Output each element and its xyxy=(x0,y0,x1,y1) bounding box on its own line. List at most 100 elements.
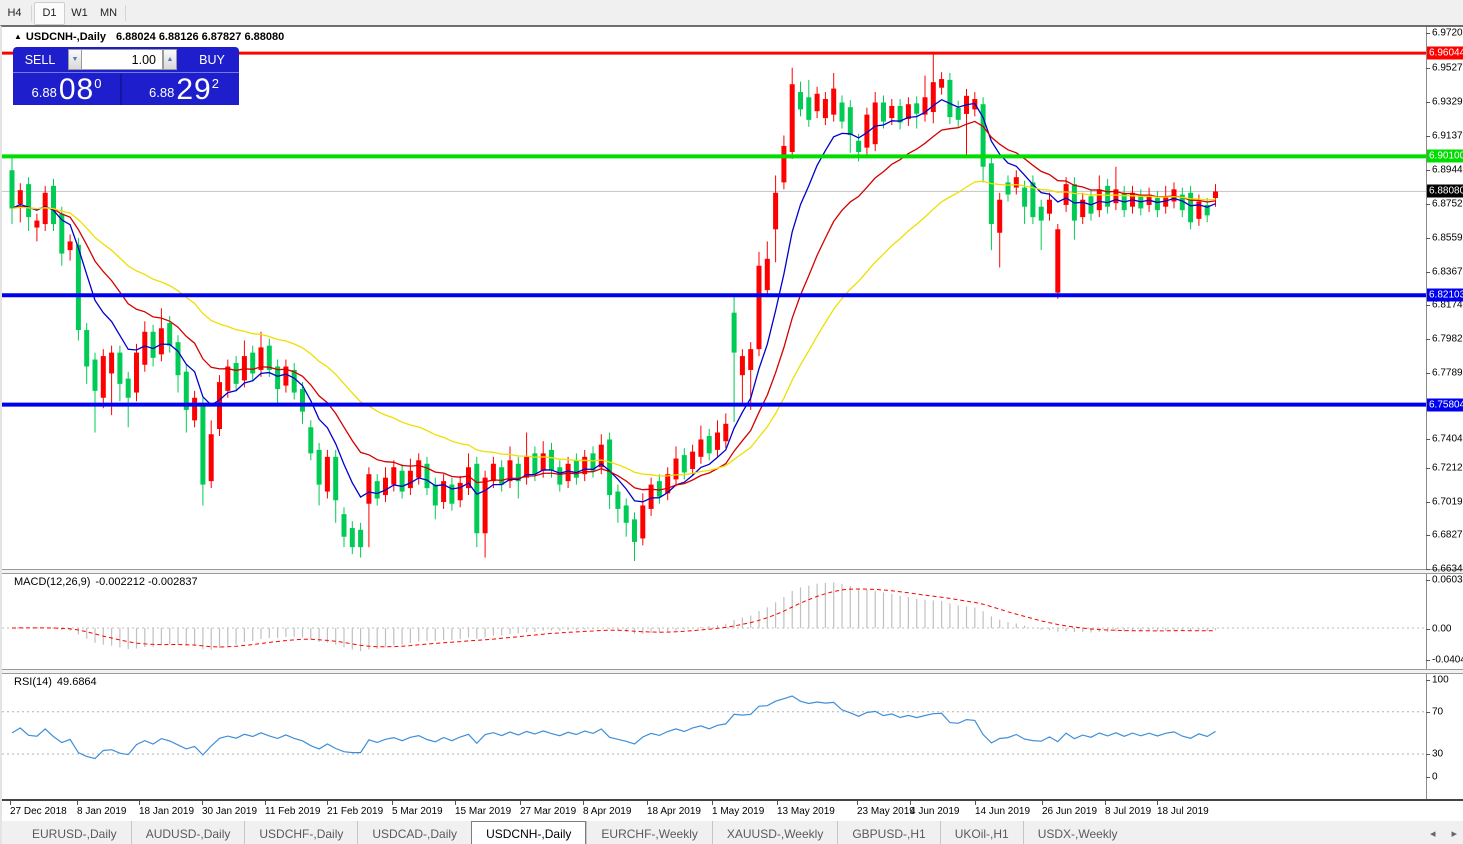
rsi-name: RSI(14) xyxy=(14,676,52,688)
price-tick-label: 6.87520 xyxy=(1432,198,1463,210)
price-tick xyxy=(1426,204,1430,205)
symbol-name: USDCNH-,Daily xyxy=(25,31,106,43)
date-tick xyxy=(910,801,911,805)
date-tick-label: 27 Mar 2019 xyxy=(520,806,577,817)
one-click-trading-widget: SELL ▼ ▲ BUY 6.88 08 0 6.88 29 2 xyxy=(13,47,239,105)
price-tick xyxy=(1426,102,1430,103)
price-tick xyxy=(1426,468,1430,469)
chart-window: ▲ USDCNH-,Daily 6.88024 6.88126 6.87827 6.… xyxy=(0,25,1463,844)
rsi-tick-label: 30 xyxy=(1432,748,1444,760)
date-tick xyxy=(583,801,584,805)
rsi-pane-canvas[interactable] xyxy=(2,674,1426,799)
volume-input[interactable] xyxy=(81,49,163,70)
date-tick xyxy=(712,801,713,805)
buy-price-pip: 2 xyxy=(211,76,219,91)
level-price-badge: 6.96044 xyxy=(1427,46,1463,60)
date-tick xyxy=(265,801,266,805)
chart-tab-eurchf-weekly[interactable]: EURCHF-,Weekly xyxy=(586,821,711,844)
date-tick xyxy=(975,801,976,805)
sell-price-prefix: 6.88 xyxy=(31,85,57,100)
chart-tab-xauusd-weekly[interactable]: XAUUSD-,Weekly xyxy=(711,821,837,844)
date-tick-label: 8 Jul 2019 xyxy=(1105,806,1152,817)
date-tick xyxy=(857,801,858,805)
price-chart-canvas[interactable] xyxy=(2,29,1463,569)
price-tick-label: 6.66345 xyxy=(1432,563,1463,575)
price-tick-label: 6.81745 xyxy=(1432,299,1463,311)
price-tick-label: 6.89445 xyxy=(1432,164,1463,176)
timeframe-d1-button[interactable]: D1 xyxy=(34,1,65,25)
price-tick xyxy=(1426,569,1430,570)
level-price-badge: 6.82103 xyxy=(1427,288,1463,302)
date-tick xyxy=(1157,801,1158,805)
price-tick xyxy=(1426,373,1430,374)
buy-price-digits: 29 xyxy=(176,73,212,106)
macd-values: -0.002212 -0.002837 xyxy=(95,576,198,588)
buy-button[interactable]: BUY xyxy=(199,52,225,67)
chart-tab-usdcnh-daily[interactable]: USDCNH-,Daily xyxy=(471,821,587,844)
macd-pane-canvas[interactable] xyxy=(2,574,1426,669)
price-tick xyxy=(1426,339,1430,340)
volume-increase-button[interactable]: ▲ xyxy=(163,49,177,70)
toolbar-separator xyxy=(31,4,32,21)
sell-button[interactable]: SELL xyxy=(24,52,56,67)
chart-tab-gbpusd-h1[interactable]: GBPUSD-,H1 xyxy=(837,821,939,844)
price-tick-label: 6.95275 xyxy=(1432,62,1463,74)
date-tick-label: 14 Jun 2019 xyxy=(975,806,1031,817)
date-tick xyxy=(1105,801,1106,805)
price-tick-label: 6.97200 xyxy=(1432,27,1463,39)
price-tick-label: 6.72120 xyxy=(1432,462,1463,474)
price-tick xyxy=(1426,238,1430,239)
chart-tab-bar: EURUSD-,Daily AUDUSD-,Daily USDCHF-,Daily U… xyxy=(2,821,1463,844)
buy-price-panel[interactable]: 6.88 29 2 xyxy=(129,74,239,105)
pane-divider[interactable] xyxy=(2,669,1463,674)
macd-tick xyxy=(1426,580,1430,581)
symbol-direction-icon: ▲ xyxy=(14,32,22,41)
date-tick xyxy=(202,801,203,805)
date-tick-label: 26 Jun 2019 xyxy=(1042,806,1098,817)
macd-tick-label: 0.060342 xyxy=(1432,574,1463,586)
sell-price-panel[interactable]: 6.88 08 0 xyxy=(13,74,122,105)
rsi-tick xyxy=(1426,777,1430,778)
chart-tab-usdcad-daily[interactable]: USDCAD-,Daily xyxy=(357,821,471,844)
sell-price-pip: 0 xyxy=(94,76,102,91)
macd-tick-label: -0.040415 xyxy=(1432,654,1463,666)
pane-divider[interactable] xyxy=(2,569,1463,574)
date-tick xyxy=(10,801,11,805)
price-tick-label: 6.85595 xyxy=(1432,232,1463,244)
price-tick xyxy=(1426,535,1430,536)
timeframe-w1-button[interactable]: W1 xyxy=(71,7,88,19)
chart-title: ▲ USDCNH-,Daily 6.88024 6.88126 6.87827 6.… xyxy=(14,31,289,43)
price-tick xyxy=(1426,272,1430,273)
rsi-tick-label: 70 xyxy=(1432,706,1444,718)
volume-decrease-button[interactable]: ▼ xyxy=(68,49,82,70)
sell-price-digits: 08 xyxy=(58,73,95,106)
price-tick-label: 6.68270 xyxy=(1432,529,1463,541)
rsi-tick-label: 100 xyxy=(1432,674,1449,686)
chart-tab-audusd-daily[interactable]: AUDUSD-,Daily xyxy=(130,821,245,844)
macd-tick xyxy=(1426,660,1430,661)
price-tick-label: 6.93295 xyxy=(1432,96,1463,108)
buy-price-prefix: 6.88 xyxy=(149,85,175,100)
timeframe-mn-button[interactable]: MN xyxy=(99,7,118,19)
chart-tab-ukoil-h1[interactable]: UKOil-,H1 xyxy=(939,821,1023,844)
chart-tab-eurusd-daily[interactable]: EURUSD-,Daily xyxy=(32,826,117,841)
price-tick-label: 6.83670 xyxy=(1432,266,1463,278)
price-tick-label: 6.74045 xyxy=(1432,433,1463,445)
date-tick-label: 18 Apr 2019 xyxy=(647,806,701,817)
date-tick xyxy=(77,801,78,805)
date-axis[interactable]: 27 Dec 2018 8 Jan 2019 18 Jan 2019 30 Jan 2… xyxy=(2,801,1463,821)
ohlc-values: 6.88024 6.88126 6.87827 6.88080 xyxy=(116,31,285,43)
date-tick-label: 13 May 2019 xyxy=(777,806,835,817)
chart-tab-usdx-weekly[interactable]: USDX-,Weekly xyxy=(1022,821,1132,844)
date-tick-label: 4 Jun 2019 xyxy=(910,806,960,817)
tab-scroll-right-icon[interactable]: ▸ xyxy=(1451,828,1457,840)
price-tick xyxy=(1426,33,1430,34)
timeframe-h4-button[interactable]: H4 xyxy=(7,7,22,19)
current-price-badge: 6.88080 xyxy=(1427,184,1463,198)
date-tick xyxy=(392,801,393,805)
level-price-badge: 6.75804 xyxy=(1427,398,1463,412)
date-tick-label: 1 May 2019 xyxy=(712,806,765,817)
chart-tab-usdchf-daily[interactable]: USDCHF-,Daily xyxy=(244,821,357,844)
tab-scroll-left-icon[interactable]: ◂ xyxy=(1429,828,1436,840)
